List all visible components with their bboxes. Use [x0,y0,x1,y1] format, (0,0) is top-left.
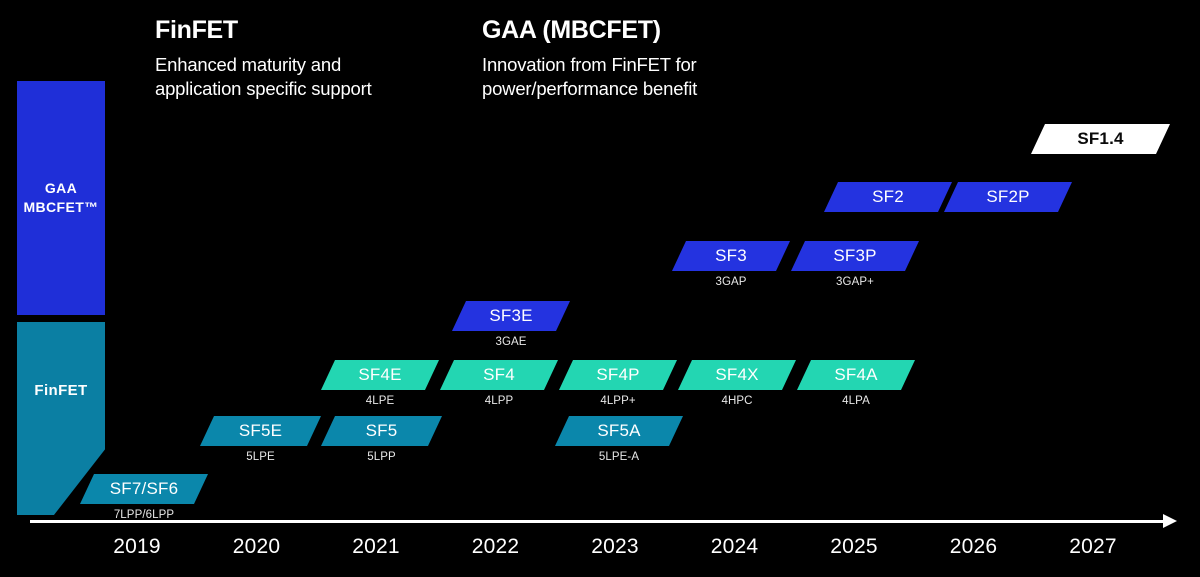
node-sf5[interactable]: SF5 [321,416,442,446]
node-sf4p[interactable]: SF4P [559,360,677,390]
node-sublabel-sf5a: 5LPE-A [598,451,640,463]
node-sublabel-sf4x: 4HPC [721,395,753,407]
axis-tick-2025: 2025 [830,535,878,558]
node-sublabel-sf5: 5LPP [367,451,396,463]
header-finfet-title: FinFET [155,16,238,44]
node-sf7-sf6[interactable]: SF7/SF6 [80,474,208,504]
node-sublabel-sf4p: 4LPP+ [600,395,636,407]
node-sublabel-sf4: 4LPP [484,395,514,407]
node-sf3p[interactable]: SF3P [791,241,919,271]
node-sf3[interactable]: SF3 [672,241,790,271]
axis-tick-2026: 2026 [949,535,998,558]
node-sf5a[interactable]: SF5A [555,416,683,446]
axis-tick-2021: 2021 [352,535,400,558]
node-sf4[interactable]: SF4 [440,360,558,390]
node-sf2p[interactable]: SF2P [944,182,1072,212]
axis-tick-2022: 2022 [471,535,520,558]
node-sf2[interactable]: SF2 [824,182,952,212]
node-sf3e[interactable]: SF3E [452,301,570,331]
node-sublabel-sf5e: 5LPE [246,451,275,463]
timeline-axis-arrow-icon [1163,514,1177,528]
category-block-finfet: FinFET [17,322,105,515]
header-gaa: GAA (MBCFET) Innovation from FinFET for … [482,18,697,100]
category-label-finfet: FinFET [34,382,88,399]
header-gaa-subtitle: Innovation from FinFET for power/perform… [482,54,698,99]
node-sublabel-sf7-sf6: 7LPP/6LPP [113,509,175,521]
axis-tick-2024: 2024 [710,535,759,558]
node-sf4x[interactable]: SF4X [678,360,796,390]
header-finfet: FinFET Enhanced maturity and application… [155,18,372,100]
axis-tick-2027: 2027 [1069,535,1117,558]
axis-tick-2020: 2020 [232,535,281,558]
axis-tick-2019: 2019 [113,535,161,558]
node-sublabel-sf3p: 3GAP+ [836,276,874,288]
category-block-gaa: GAA MBCFET™ [17,81,105,315]
header-finfet-subtitle: Enhanced maturity and application specif… [155,54,372,99]
node-sublabel-sf4e: 4LPE [365,395,395,407]
node-sf4a[interactable]: SF4A [797,360,915,390]
node-sublabel-sf3: 3GAP [715,276,747,288]
node-sf4e[interactable]: SF4E [321,360,439,390]
header-gaa-title: GAA (MBCFET) [482,16,661,44]
category-label-gaa: GAA MBCFET™ [23,180,99,215]
node-sublabel-sf4a: 4LPA [842,395,870,407]
node-sf1-4[interactable]: SF1.4 [1031,124,1170,154]
axis-tick-2023: 2023 [591,535,639,558]
node-sf5e[interactable]: SF5E [200,416,321,446]
node-sublabel-sf3e: 3GAE [495,336,527,348]
timeline-axis-line [30,520,1168,523]
